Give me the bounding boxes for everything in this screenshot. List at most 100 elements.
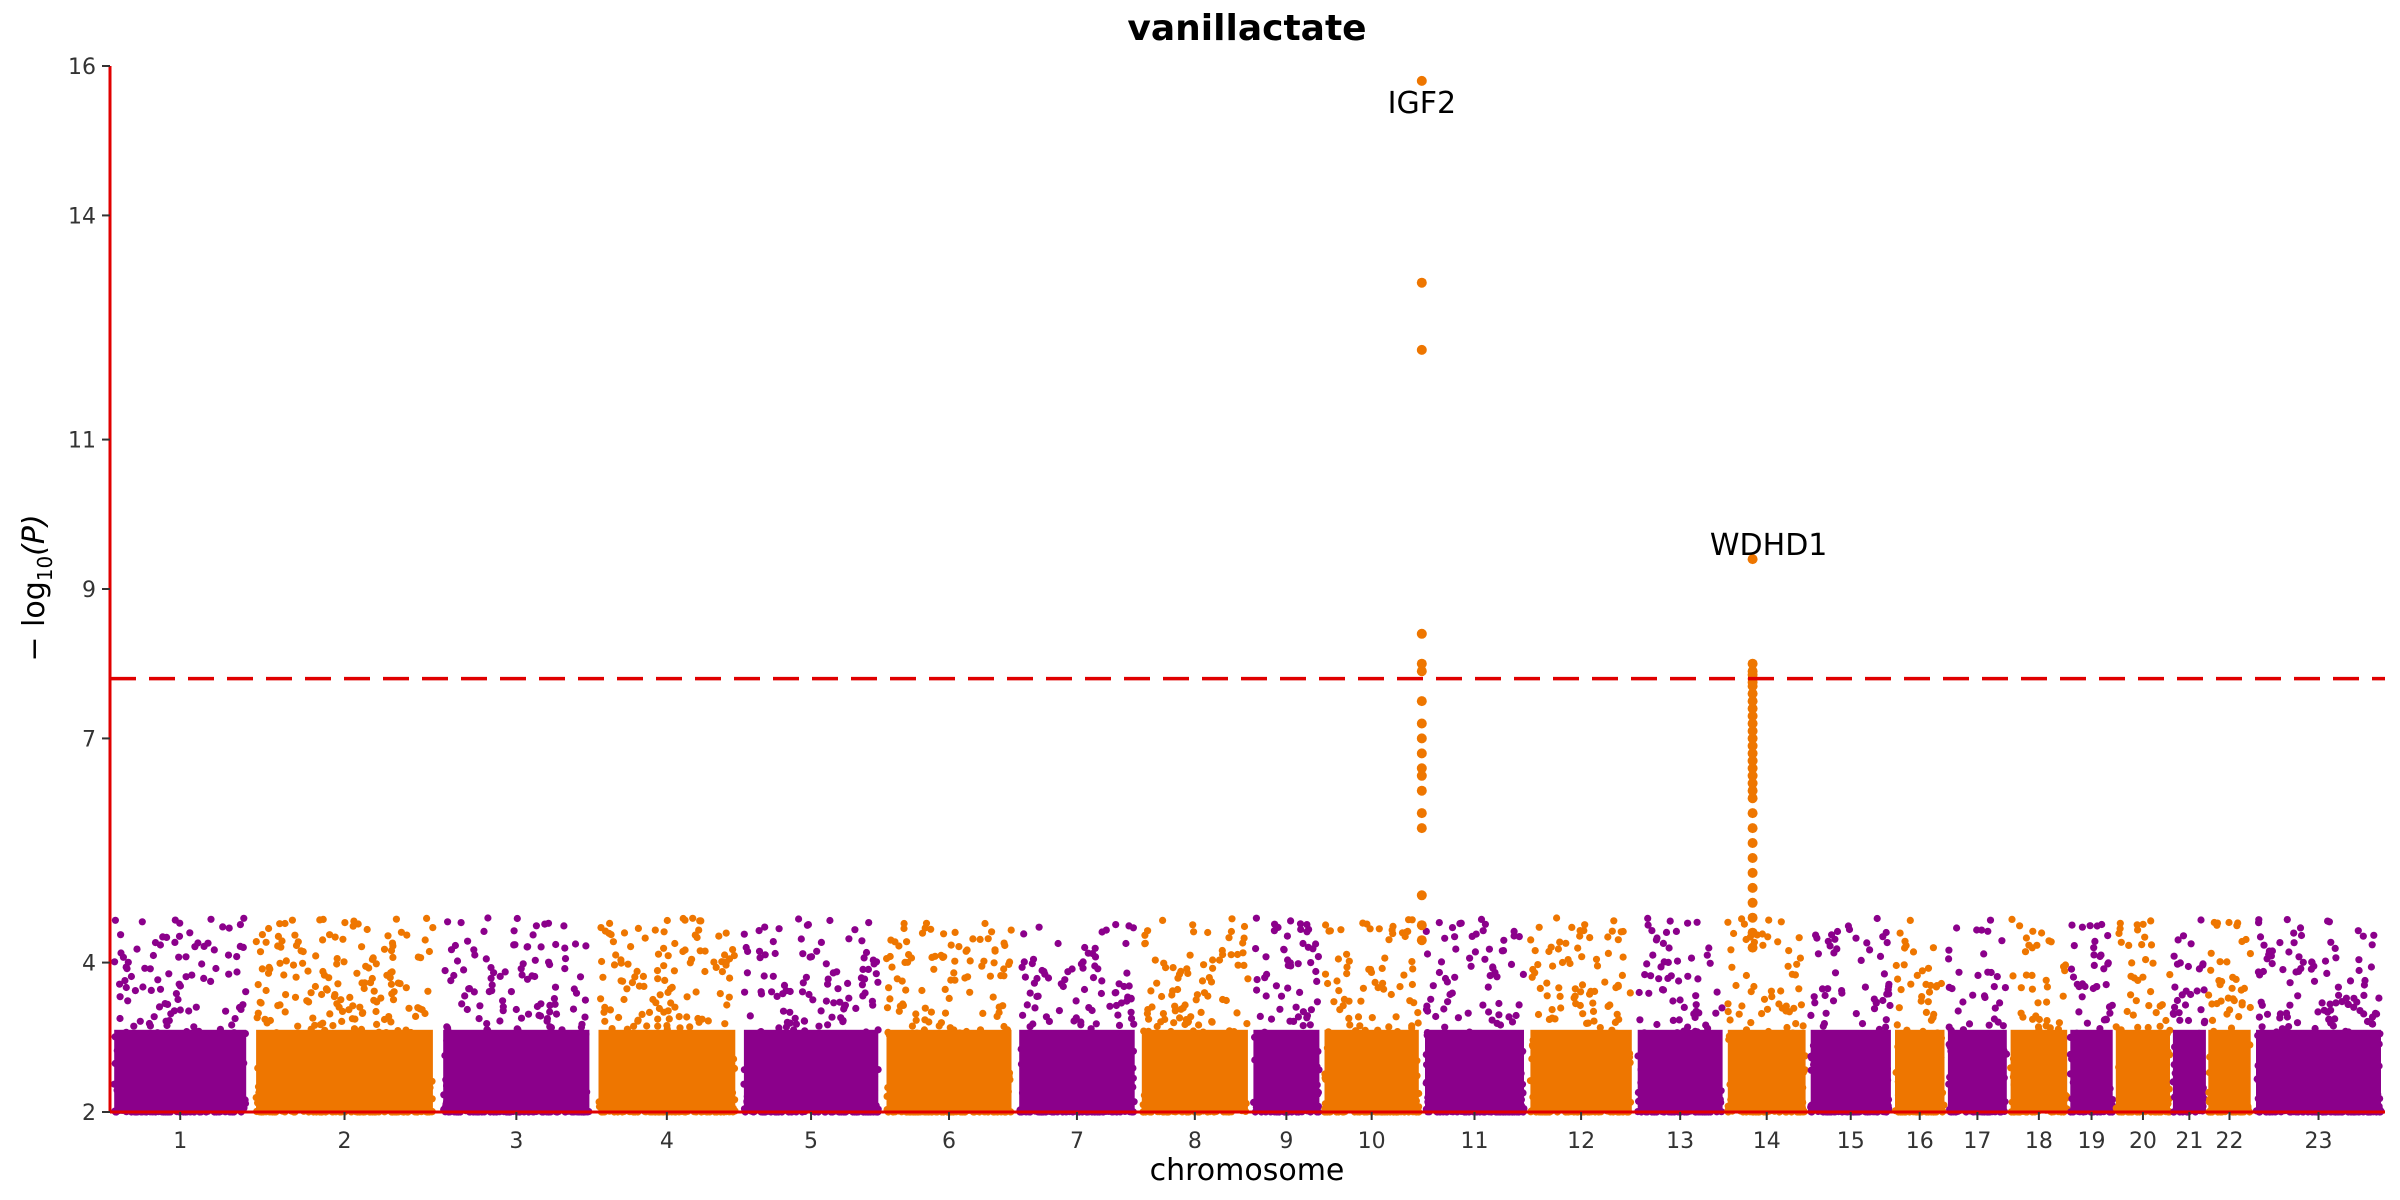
snp-point <box>1304 943 1312 951</box>
snp-point <box>1660 958 1668 966</box>
snp-point <box>330 993 338 1001</box>
snp-point <box>1092 1020 1100 1028</box>
snp-point <box>1325 927 1333 935</box>
snp-point <box>380 945 389 953</box>
snp-point <box>670 967 679 975</box>
snp-point <box>712 963 720 972</box>
snp-point <box>1619 953 1627 961</box>
snp-point <box>1031 1004 1039 1012</box>
snp-point <box>1662 928 1671 937</box>
snp-point <box>507 988 515 996</box>
snp-point <box>133 945 141 953</box>
snp-point <box>860 954 868 962</box>
snp-point <box>654 975 662 983</box>
snp-point <box>425 947 433 956</box>
snp-point <box>746 1012 754 1020</box>
snp-point <box>1313 998 1321 1006</box>
snp-point <box>581 1013 589 1021</box>
snp-point <box>1693 918 1701 926</box>
snp-point <box>721 1020 729 1028</box>
snp-point <box>815 1022 823 1030</box>
snp-point <box>496 972 504 981</box>
snp-point <box>338 1017 346 1025</box>
snp-point <box>1536 984 1544 993</box>
snp-point <box>966 988 974 996</box>
snp-point <box>945 994 953 1003</box>
snp-point <box>464 937 472 945</box>
snp-point <box>136 1017 144 1025</box>
snp-point <box>240 914 248 922</box>
snp-point <box>1292 1003 1300 1011</box>
snp-point <box>1446 990 1454 999</box>
snp-point <box>786 1019 794 1027</box>
snp-point <box>1612 984 1620 992</box>
snp-point <box>294 938 302 946</box>
snp-point <box>1174 974 1182 982</box>
snp-point <box>918 986 926 995</box>
snp-point <box>116 1014 124 1023</box>
snp-point <box>176 919 184 927</box>
snp-point <box>786 987 794 996</box>
snp-point <box>858 937 866 945</box>
snp-point <box>654 950 663 958</box>
snp-point <box>138 918 146 926</box>
snp-point <box>795 915 803 923</box>
snp-point <box>721 951 729 959</box>
snp-point <box>262 938 270 946</box>
snp-point <box>370 987 378 995</box>
snp-point <box>1145 1015 1153 1023</box>
snp-point <box>1797 1001 1805 1009</box>
snp-point <box>1760 995 1769 1003</box>
snp-point <box>1117 999 1125 1007</box>
snp-point <box>1485 1008 1493 1016</box>
snp-point <box>1334 955 1342 963</box>
snp-point <box>905 951 913 959</box>
snp-point <box>912 1010 920 1018</box>
snp-point <box>309 1014 317 1022</box>
snp-point <box>304 967 312 975</box>
snp-point <box>610 961 619 969</box>
snp-point <box>1672 927 1680 936</box>
snp-point <box>550 995 559 1003</box>
snp-point <box>640 982 648 991</box>
snp-point <box>1649 951 1657 959</box>
snp-point <box>1262 953 1270 961</box>
snp-point <box>743 969 752 977</box>
chromosome-points-6 <box>883 919 1015 1116</box>
snp-point <box>1322 921 1330 929</box>
snp-point <box>1187 1013 1195 1021</box>
snp-point <box>1277 992 1286 1000</box>
snp-point <box>1549 962 1557 970</box>
snp-point <box>1873 914 1881 923</box>
snp-point <box>1796 954 1804 962</box>
snp-point <box>1705 944 1713 952</box>
snp-point <box>281 919 289 928</box>
snp-point <box>1792 1020 1800 1028</box>
snp-point <box>833 968 841 976</box>
snp-point <box>1759 941 1767 949</box>
snp-point <box>858 981 867 989</box>
snp-point <box>1664 974 1672 983</box>
snp-point <box>311 1021 319 1029</box>
snp-point <box>1481 920 1489 928</box>
snp-point <box>798 988 807 996</box>
snp-density-band <box>1637 1029 1723 1112</box>
snp-density-band <box>1727 1029 1806 1112</box>
snp-point <box>299 948 307 956</box>
snp-point <box>1153 979 1161 987</box>
snp-point <box>165 970 173 978</box>
snp-point <box>1435 919 1443 927</box>
snp-point <box>397 928 405 936</box>
snp-point <box>1197 1008 1205 1017</box>
snp-point <box>1000 965 1008 973</box>
snp-point <box>1774 938 1782 946</box>
snp-point <box>242 988 250 996</box>
snp-point <box>1479 1001 1487 1009</box>
snp-point <box>326 1010 334 1018</box>
snp-point <box>619 977 627 985</box>
snp-point <box>955 943 963 951</box>
snp-point <box>1441 1023 1449 1031</box>
snp-point <box>387 1018 395 1026</box>
snp-point <box>280 971 288 979</box>
